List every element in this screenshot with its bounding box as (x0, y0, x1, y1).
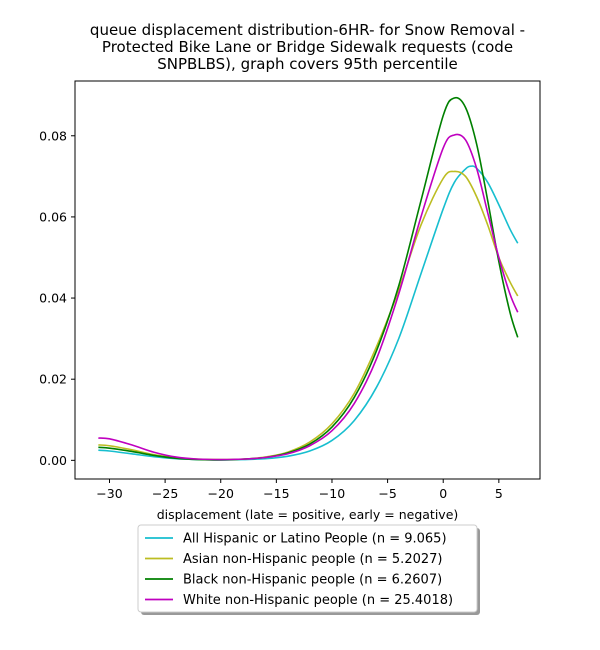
chart-title-line: queue displacement distribution-6HR- for… (90, 21, 525, 39)
x-axis: −30 −25 −20 −15 −10 −5 0 5 (96, 479, 503, 501)
x-tick-label: −30 (96, 486, 122, 501)
plot-area (74, 80, 541, 480)
y-axis: 0.00 0.02 0.04 0.06 0.08 (39, 128, 75, 468)
series-line-0 (98, 165, 519, 461)
legend-entry-label: Black non-Hispanic people (n = 6.2607) (183, 573, 442, 588)
series-line-2 (98, 96, 519, 461)
legend-entry-label: All Hispanic or Latino People (n = 9.065… (183, 532, 447, 547)
x-tick-label: −25 (152, 486, 178, 501)
y-tick-label: 0.00 (39, 453, 67, 468)
x-tick-label: −5 (378, 486, 396, 501)
y-tick-label: 0.06 (39, 209, 67, 224)
x-tick-label: −20 (208, 486, 234, 501)
chart-title-line: SNPBLBS), graph covers 95th percentile (157, 55, 458, 73)
legend: All Hispanic or Latino People (n = 9.065… (137, 524, 480, 615)
legend-entry-label: White non-Hispanic people (n = 25.4018) (183, 593, 453, 608)
y-tick-label: 0.08 (39, 128, 67, 143)
y-tick-label: 0.02 (39, 372, 67, 387)
y-tick-label: 0.04 (39, 291, 67, 306)
series-line-3 (98, 133, 519, 461)
x-tick-label: −15 (263, 486, 289, 501)
x-tick-label: −10 (319, 486, 345, 501)
x-axis-label: displacement (late = positive, early = n… (157, 507, 459, 522)
x-tick-label: 5 (495, 486, 503, 501)
chart-title-line: Protected Bike Lane or Bridge Sidewalk r… (102, 38, 513, 56)
chart-title: queue displacement distribution-6HR- for… (90, 21, 525, 73)
plot-frame (74, 80, 541, 480)
legend-box (137, 524, 478, 613)
legend-entry-label: Asian non-Hispanic people (n = 5.2027) (183, 552, 442, 567)
series-line-1 (98, 170, 519, 461)
x-tick-label: 0 (439, 486, 447, 501)
